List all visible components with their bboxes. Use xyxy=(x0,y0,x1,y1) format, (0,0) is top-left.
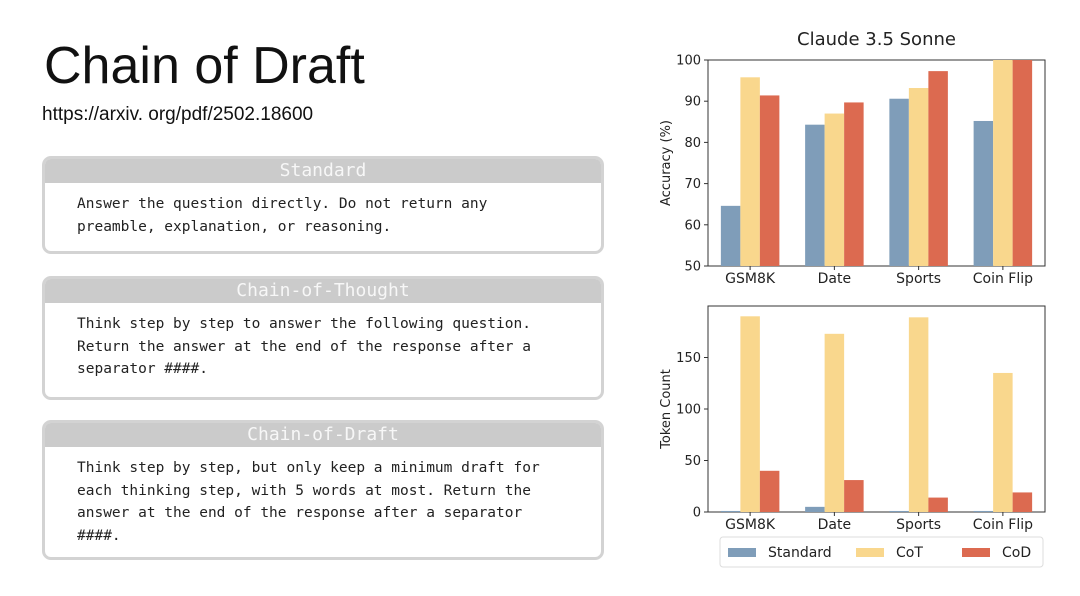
y-tick-label: 50 xyxy=(684,454,701,469)
standard-prompt-header: Standard xyxy=(45,159,601,183)
y-tick-label: 60 xyxy=(684,218,701,233)
bar-cod-gsm8k xyxy=(759,470,780,512)
x-tick-label: Date xyxy=(818,517,851,533)
bar-cod-date xyxy=(844,102,864,266)
bar-cot-sports xyxy=(908,317,929,512)
cot-prompt-text: Think step by step to answer the followi… xyxy=(77,316,531,377)
legend-label-cod: CoD xyxy=(1002,545,1031,561)
chart-title: Claude 3.5 Sonne xyxy=(797,29,956,50)
paper-link[interactable]: https://arxiv. org/pdf/2502.18600 xyxy=(42,104,314,125)
legend-label-cot: CoT xyxy=(896,545,923,561)
y-tick-label: 100 xyxy=(676,54,701,69)
bar-cot-sports xyxy=(908,88,929,267)
bar-standard-coin-flip xyxy=(973,510,994,512)
bar-cot-coin-flip xyxy=(993,372,1013,512)
chart-frame xyxy=(707,59,1046,267)
bar-standard-sports xyxy=(889,510,909,512)
legend-label-standard: Standard xyxy=(768,545,832,561)
legend-swatch-cod xyxy=(962,548,990,557)
x-tick-label: Coin Flip xyxy=(973,271,1033,287)
bar-standard-date xyxy=(805,506,825,512)
y-tick-label: 0 xyxy=(693,506,701,521)
x-tick-label: Sports xyxy=(896,517,941,533)
bar-cod-date xyxy=(844,480,864,512)
x-tick-label: Date xyxy=(818,271,851,287)
x-tick-label: Sports xyxy=(896,271,941,287)
y-tick-label: 80 xyxy=(684,136,701,151)
y-tick-label: 50 xyxy=(684,260,701,275)
bar-standard-date xyxy=(805,124,825,267)
cot-prompt-header: Chain-of-Thought xyxy=(45,279,601,303)
bar-cod-sports xyxy=(928,497,948,512)
cod-prompt-card: Chain-of-Draft Think step by step, but o… xyxy=(42,420,604,560)
bar-cod-gsm8k xyxy=(759,95,780,266)
bar-cot-date xyxy=(824,113,845,266)
cot-prompt-card: Chain-of-Thought Think step by step to a… xyxy=(42,276,604,400)
bar-cot-gsm8k xyxy=(740,77,760,266)
bar-cod-coin-flip xyxy=(1012,492,1033,512)
slide-title: Chain of Draft xyxy=(44,37,365,95)
legend-swatch-standard xyxy=(728,548,756,557)
bar-standard-coin-flip xyxy=(973,120,994,266)
cod-prompt-text: Think step by step, but only keep a mini… xyxy=(77,460,540,544)
bar-standard-sports xyxy=(889,98,909,266)
standard-prompt-text: Answer the question directly. Do not ret… xyxy=(77,196,488,235)
x-tick-label: GSM8K xyxy=(725,271,776,287)
bar-cot-date xyxy=(824,333,845,512)
legend-swatch-cot xyxy=(856,548,884,557)
y-tick-label: 70 xyxy=(684,177,701,192)
y-axis-label: Accuracy (%) xyxy=(659,120,674,206)
y-tick-label: 150 xyxy=(676,351,701,366)
x-tick-label: GSM8K xyxy=(725,517,776,533)
y-tick-label: 100 xyxy=(676,403,701,418)
bar-cot-gsm8k xyxy=(740,316,760,512)
bar-cod-sports xyxy=(928,71,948,267)
y-tick-label: 90 xyxy=(684,95,701,110)
x-tick-label: Coin Flip xyxy=(973,517,1033,533)
bar-cod-coin-flip xyxy=(1012,60,1033,266)
bar-standard-gsm8k xyxy=(720,510,741,512)
bar-standard-gsm8k xyxy=(720,205,741,266)
bar-cot-coin-flip xyxy=(993,60,1013,266)
standard-prompt-card: Standard Answer the question directly. D… xyxy=(42,156,604,254)
y-axis-label: Token Count xyxy=(659,369,674,450)
cod-prompt-header: Chain-of-Draft xyxy=(45,423,601,447)
